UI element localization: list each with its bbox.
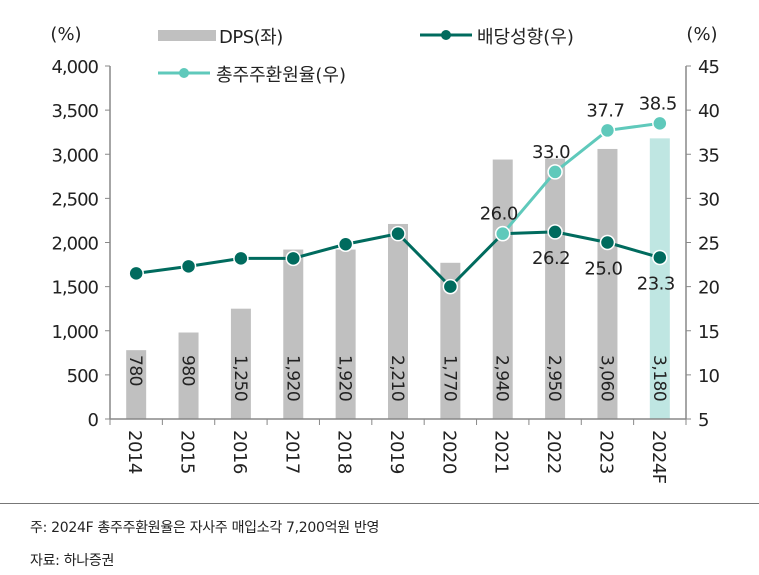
- right-tick-label: 30: [698, 189, 719, 210]
- footnote: 주: 2024F 총주주환원율은 자사주 매입소각 7,200억원 반영: [30, 520, 380, 536]
- bar-label-2020: 1,770: [439, 355, 459, 401]
- right-tick-label: 40: [698, 101, 719, 122]
- right-tick-label: 35: [698, 145, 719, 166]
- legend-payout-marker: [441, 30, 451, 40]
- x-tick-label: 2022: [543, 430, 564, 474]
- bar-2020: [440, 262, 461, 419]
- right-tick-label: 20: [698, 278, 719, 299]
- legend-payout: 배당성향(우): [477, 27, 574, 48]
- x-tick-label: 2014: [124, 430, 145, 474]
- point-2023: [599, 234, 616, 251]
- right-axis-unit: (%): [686, 24, 717, 45]
- data-label-2022: 26.2: [532, 248, 570, 269]
- bar-label-2015: 980: [178, 355, 198, 386]
- bar-2014: [126, 350, 147, 419]
- point-2022: [547, 164, 563, 180]
- point-2021: [494, 225, 511, 242]
- bar-2024F: [649, 138, 670, 420]
- x-tick-label: 2024F: [648, 430, 669, 484]
- bar-label-2014: 780: [125, 355, 145, 386]
- bar-label-2021: 2,940: [492, 355, 512, 401]
- point-2018: [337, 236, 354, 253]
- x-tick-label: 2017: [281, 430, 302, 474]
- x-tick-label: 2023: [595, 430, 616, 474]
- x-tick-label: 2015: [177, 430, 198, 474]
- chart: 780 980 1,250 1,920 1,920 2,210 1,770 2,940 2,95…: [50, 24, 720, 484]
- point-2023: [599, 122, 616, 139]
- left-tick-label: 4,000: [51, 57, 98, 78]
- bar-2018: [335, 249, 356, 419]
- x-tick-label: 2018: [334, 430, 355, 474]
- x-tick-label: 2021: [491, 430, 512, 474]
- point-2014: [128, 265, 144, 282]
- point-2016: [233, 250, 249, 267]
- point-2024F: [652, 115, 668, 132]
- point-2015: [180, 258, 197, 275]
- right-tick-label: 10: [698, 366, 719, 387]
- source-note: 자료: 하나증권: [30, 553, 115, 569]
- point-2019: [390, 225, 406, 242]
- legend-dps-swatch: [158, 30, 216, 41]
- bar-2017: [283, 249, 304, 419]
- bar-label-2017: 1,920: [282, 355, 302, 401]
- bar-label-2023: 3,060: [596, 355, 616, 401]
- bar-label-2016: 1,250: [230, 355, 250, 401]
- bar-label-2024F: 3,180: [649, 355, 669, 401]
- point-2024F: [652, 249, 668, 266]
- left-tick-label: 2,000: [51, 234, 98, 255]
- bar-2023: [597, 148, 618, 419]
- bar-label-2018: 1,920: [335, 355, 355, 401]
- bar-2021: [492, 159, 513, 420]
- point-2020: [442, 278, 459, 295]
- left-tick-label: 3,000: [51, 145, 98, 166]
- data-label-2024F: 23.3: [637, 274, 675, 295]
- left-tick-label: 2,500: [51, 189, 98, 210]
- data-label-2024F: 38.5: [639, 93, 677, 114]
- right-tick-label: 5: [698, 410, 708, 431]
- left-tick-label: 1,000: [51, 322, 98, 343]
- legend-dps: DPS(좌): [219, 27, 283, 48]
- right-tick-label: 25: [698, 234, 719, 255]
- point-2017: [285, 250, 302, 267]
- bar-2022: [545, 158, 566, 419]
- bar-2016: [230, 308, 251, 419]
- point-2022: [547, 224, 563, 240]
- left-axis-unit: (%): [50, 24, 81, 45]
- left-tick-label: 3,500: [51, 101, 98, 122]
- left-tick-label: 1,500: [51, 278, 98, 299]
- line-total-return: [501, 121, 661, 235]
- bar-2015: [178, 332, 199, 419]
- legend-return: 총주주환원율(우): [216, 65, 346, 86]
- left-tick-label: 500: [67, 366, 99, 387]
- data-label-2022: 33.0: [532, 142, 570, 163]
- data-label-2023: 25.0: [584, 259, 622, 280]
- legend-return-marker: [179, 68, 189, 78]
- divider: [0, 503, 759, 504]
- left-tick-label: 0: [88, 410, 99, 431]
- right-tick-label: 45: [698, 57, 719, 78]
- bar-label-2019: 2,210: [387, 355, 407, 401]
- x-tick-label: 2016: [229, 430, 250, 474]
- data-label-2023: 37.7: [586, 100, 624, 121]
- x-tick-label: 2019: [386, 430, 407, 474]
- x-tick-label: 2020: [438, 430, 459, 474]
- data-label-2021: 26.0: [480, 204, 518, 225]
- right-tick-label: 15: [698, 322, 719, 343]
- bar-2019: [388, 223, 408, 419]
- bar-label-2022: 2,950: [544, 355, 564, 401]
